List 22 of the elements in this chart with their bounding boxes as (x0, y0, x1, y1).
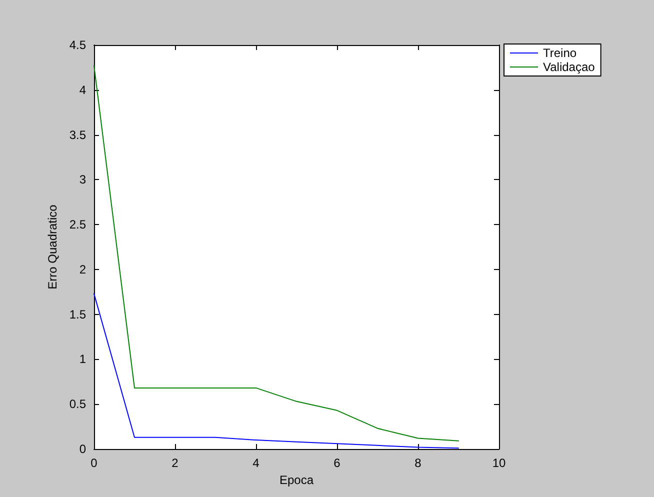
y-axis-title: Erro Quadratico (45, 204, 60, 290)
y-tick-label: 3 (79, 172, 86, 187)
y-tick-label: 2.5 (69, 218, 86, 232)
legend-label: Validaçao (543, 60, 596, 74)
y-tick-label: 2 (79, 262, 86, 276)
x-axis-title: Epoca (279, 472, 314, 487)
y-tick-label: 1.5 (69, 307, 86, 322)
x-tick-label: 10 (492, 456, 506, 470)
x-tick-label: 0 (90, 456, 98, 470)
line-series (94, 293, 459, 449)
x-tick-label: 6 (334, 456, 341, 470)
y-tick-label: 3.5 (69, 128, 86, 142)
x-tick-label: 8 (414, 456, 422, 470)
y-tick-label: 4.5 (69, 38, 86, 52)
y-tick-label: 1 (79, 352, 86, 366)
legend-label: Treino (543, 46, 577, 60)
y-tick-label: 4 (79, 82, 86, 97)
x-tick-label: 2 (172, 456, 179, 470)
y-tick-label: 0 (79, 442, 86, 456)
x-tick-label: 4 (252, 456, 260, 470)
y-tick-label: 0.5 (69, 397, 86, 412)
line-series (94, 65, 459, 442)
